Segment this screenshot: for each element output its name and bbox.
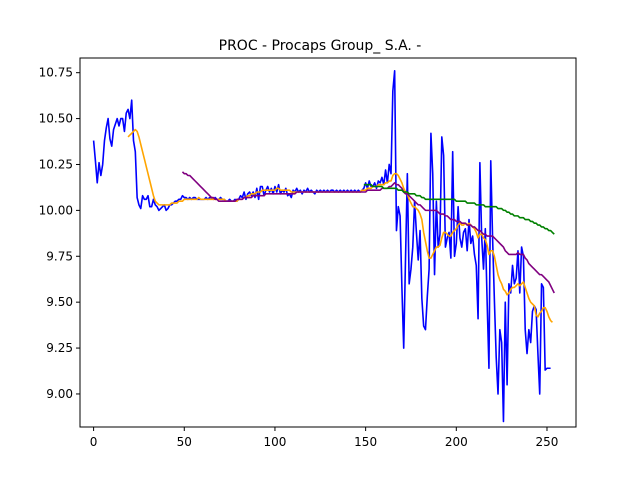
series-line-1: [127, 128, 553, 323]
x-tick-label: 50: [177, 435, 192, 449]
x-tick-label: 150: [354, 435, 377, 449]
series-line-2: [181, 171, 555, 294]
x-tick-label: 100: [264, 435, 287, 449]
y-tick-label: 10.25: [39, 157, 73, 171]
x-axis: 0 50 100 150 200 250: [90, 427, 559, 449]
x-tick-label: 0: [90, 435, 98, 449]
y-tick-label: 9.00: [46, 387, 73, 401]
x-tick-label: 200: [445, 435, 468, 449]
series-layer: [92, 70, 555, 423]
y-tick-label: 9.75: [46, 249, 73, 263]
y-tick-label: 10.75: [39, 66, 73, 80]
x-tick-label: 250: [536, 435, 559, 449]
series-line-3: [363, 183, 555, 235]
y-tick-label: 10.50: [39, 112, 73, 126]
y-tick-label: 9.25: [46, 341, 73, 355]
y-axis: 9.00 9.25 9.50 9.75 10.00 10.25 10.50 10.75: [39, 66, 80, 401]
plot-frame: [79, 57, 577, 428]
chart-title: PROC - Procaps Group_ S.A. -: [219, 38, 422, 54]
y-tick-label: 10.00: [39, 203, 73, 217]
y-tick-label: 9.50: [46, 295, 73, 309]
series-line-0: [92, 70, 551, 423]
